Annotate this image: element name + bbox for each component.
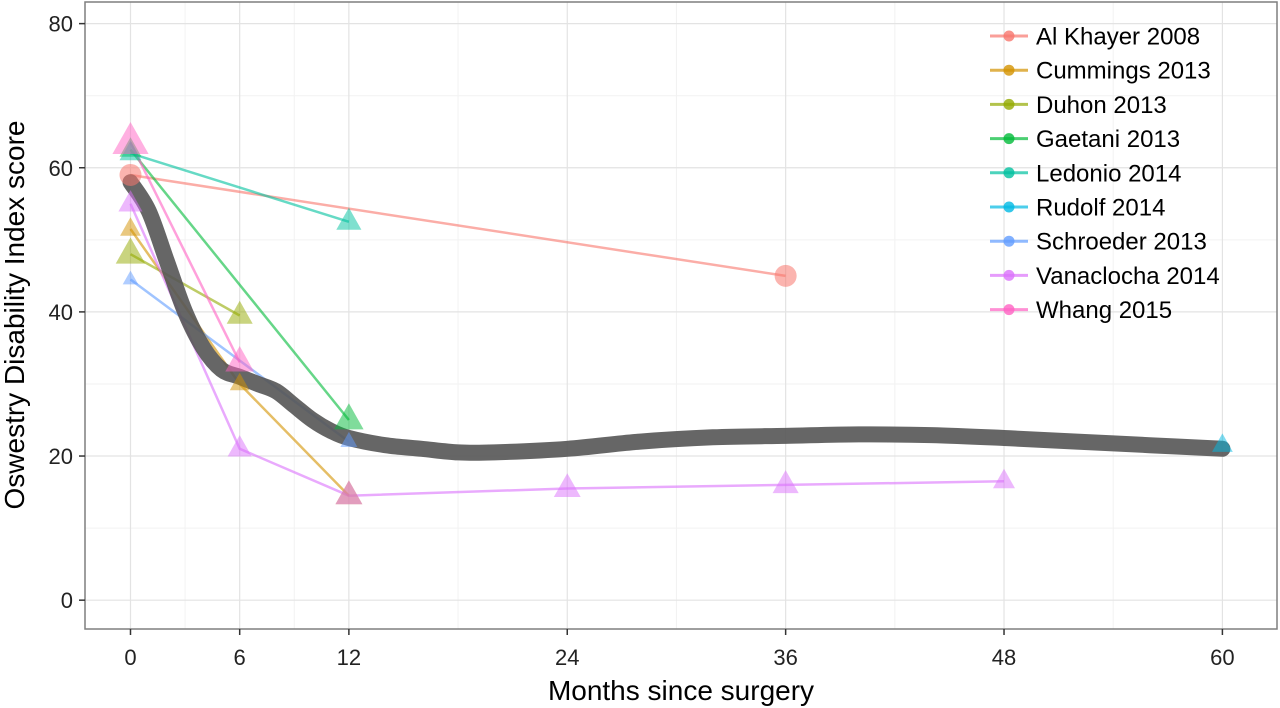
legend-swatch-dot [1003, 64, 1015, 76]
data-point [993, 468, 1015, 489]
legend-label: Schroeder 2013 [1036, 229, 1207, 256]
data-point [119, 163, 142, 186]
legend-swatch-dot [1003, 30, 1015, 42]
plot-background [85, 2, 1277, 629]
legend-label: Al Khayer 2008 [1036, 24, 1200, 51]
data-point [226, 300, 253, 324]
legend-label: Ledonio 2014 [1036, 160, 1181, 187]
series-line [129, 203, 1005, 497]
data-point [118, 190, 143, 212]
legend-swatch-dot [1003, 98, 1015, 110]
pooled-trend [122, 174, 1231, 461]
x-tick-label: 6 [234, 645, 246, 670]
legend-swatch-dot [1003, 201, 1015, 213]
data-point [1212, 433, 1233, 452]
legend: Al Khayer 2008 Cummings 2013 Duhon 2013 Gae… [990, 24, 1220, 324]
legend-label: Gaetani 2013 [1036, 126, 1180, 153]
legend-label: Rudolf 2014 [1036, 195, 1165, 222]
x-tick-label: 36 [773, 645, 797, 670]
legend-item: Gaetani 2013 [990, 126, 1180, 153]
series-line [129, 148, 350, 421]
major-gridlines [85, 2, 1277, 629]
data-point [122, 270, 139, 285]
legend-label: Vanaclocha 2014 [1036, 263, 1220, 290]
x-tick-label: 48 [992, 645, 1016, 670]
data-point [225, 346, 254, 372]
series-points [112, 122, 1233, 505]
legend-swatch-dot [1003, 304, 1015, 316]
data-point [335, 480, 363, 505]
legend-item: Vanaclocha 2014 [990, 263, 1220, 290]
x-tick-label: 60 [1210, 645, 1234, 670]
x-tick-label: 0 [124, 645, 136, 670]
legend-item: Ledonio 2014 [990, 160, 1181, 187]
legend-item: Whang 2015 [990, 297, 1172, 324]
legend-label: Duhon 2013 [1036, 92, 1167, 119]
data-point [336, 207, 362, 230]
data-point [120, 217, 141, 236]
plot-border [84, 1, 1278, 630]
legend-swatch-dot [1003, 269, 1015, 281]
legend-item: Schroeder 2013 [990, 229, 1207, 256]
series-line [130, 152, 350, 223]
series-line [129, 253, 241, 317]
legend-label: Whang 2015 [1036, 297, 1172, 324]
legend-item: Duhon 2013 [990, 92, 1167, 119]
data-point [227, 435, 252, 457]
x-axis-title: Months since surgery [548, 675, 814, 706]
y-tick-label: 40 [49, 300, 73, 325]
legend-swatch-dot [1003, 235, 1015, 247]
series-line [129, 141, 241, 363]
legend-item: Rudolf 2014 [990, 195, 1165, 222]
y-tick-label: 0 [61, 588, 73, 613]
data-point [229, 372, 250, 391]
y-axis-title: Oswestry Disability Index score [0, 120, 30, 509]
data-point [112, 122, 149, 154]
series-line [130, 173, 786, 278]
x-tick-label: 24 [555, 645, 579, 670]
y-axis: 0 20 40 60 80 [49, 12, 85, 613]
data-point [774, 264, 797, 287]
minor-gridlines [85, 2, 1277, 629]
data-point [340, 431, 358, 447]
y-tick-label: 20 [49, 444, 73, 469]
legend-item: Cummings 2013 [990, 58, 1211, 85]
legend-swatch-dot [1003, 167, 1015, 179]
data-point [334, 403, 364, 430]
x-axis: 0 6 12 24 36 48 60 [124, 629, 1235, 670]
legend-label: Cummings 2013 [1036, 58, 1211, 85]
y-tick-label: 80 [49, 12, 73, 37]
x-tick-label: 12 [337, 645, 361, 670]
data-point [772, 470, 799, 494]
pooled-trend-line [122, 174, 1231, 461]
data-point [115, 237, 146, 264]
legend-swatch-dot [1003, 133, 1015, 145]
data-point [553, 473, 581, 497]
y-tick-label: 60 [49, 156, 73, 181]
legend-item: Al Khayer 2008 [990, 24, 1200, 51]
